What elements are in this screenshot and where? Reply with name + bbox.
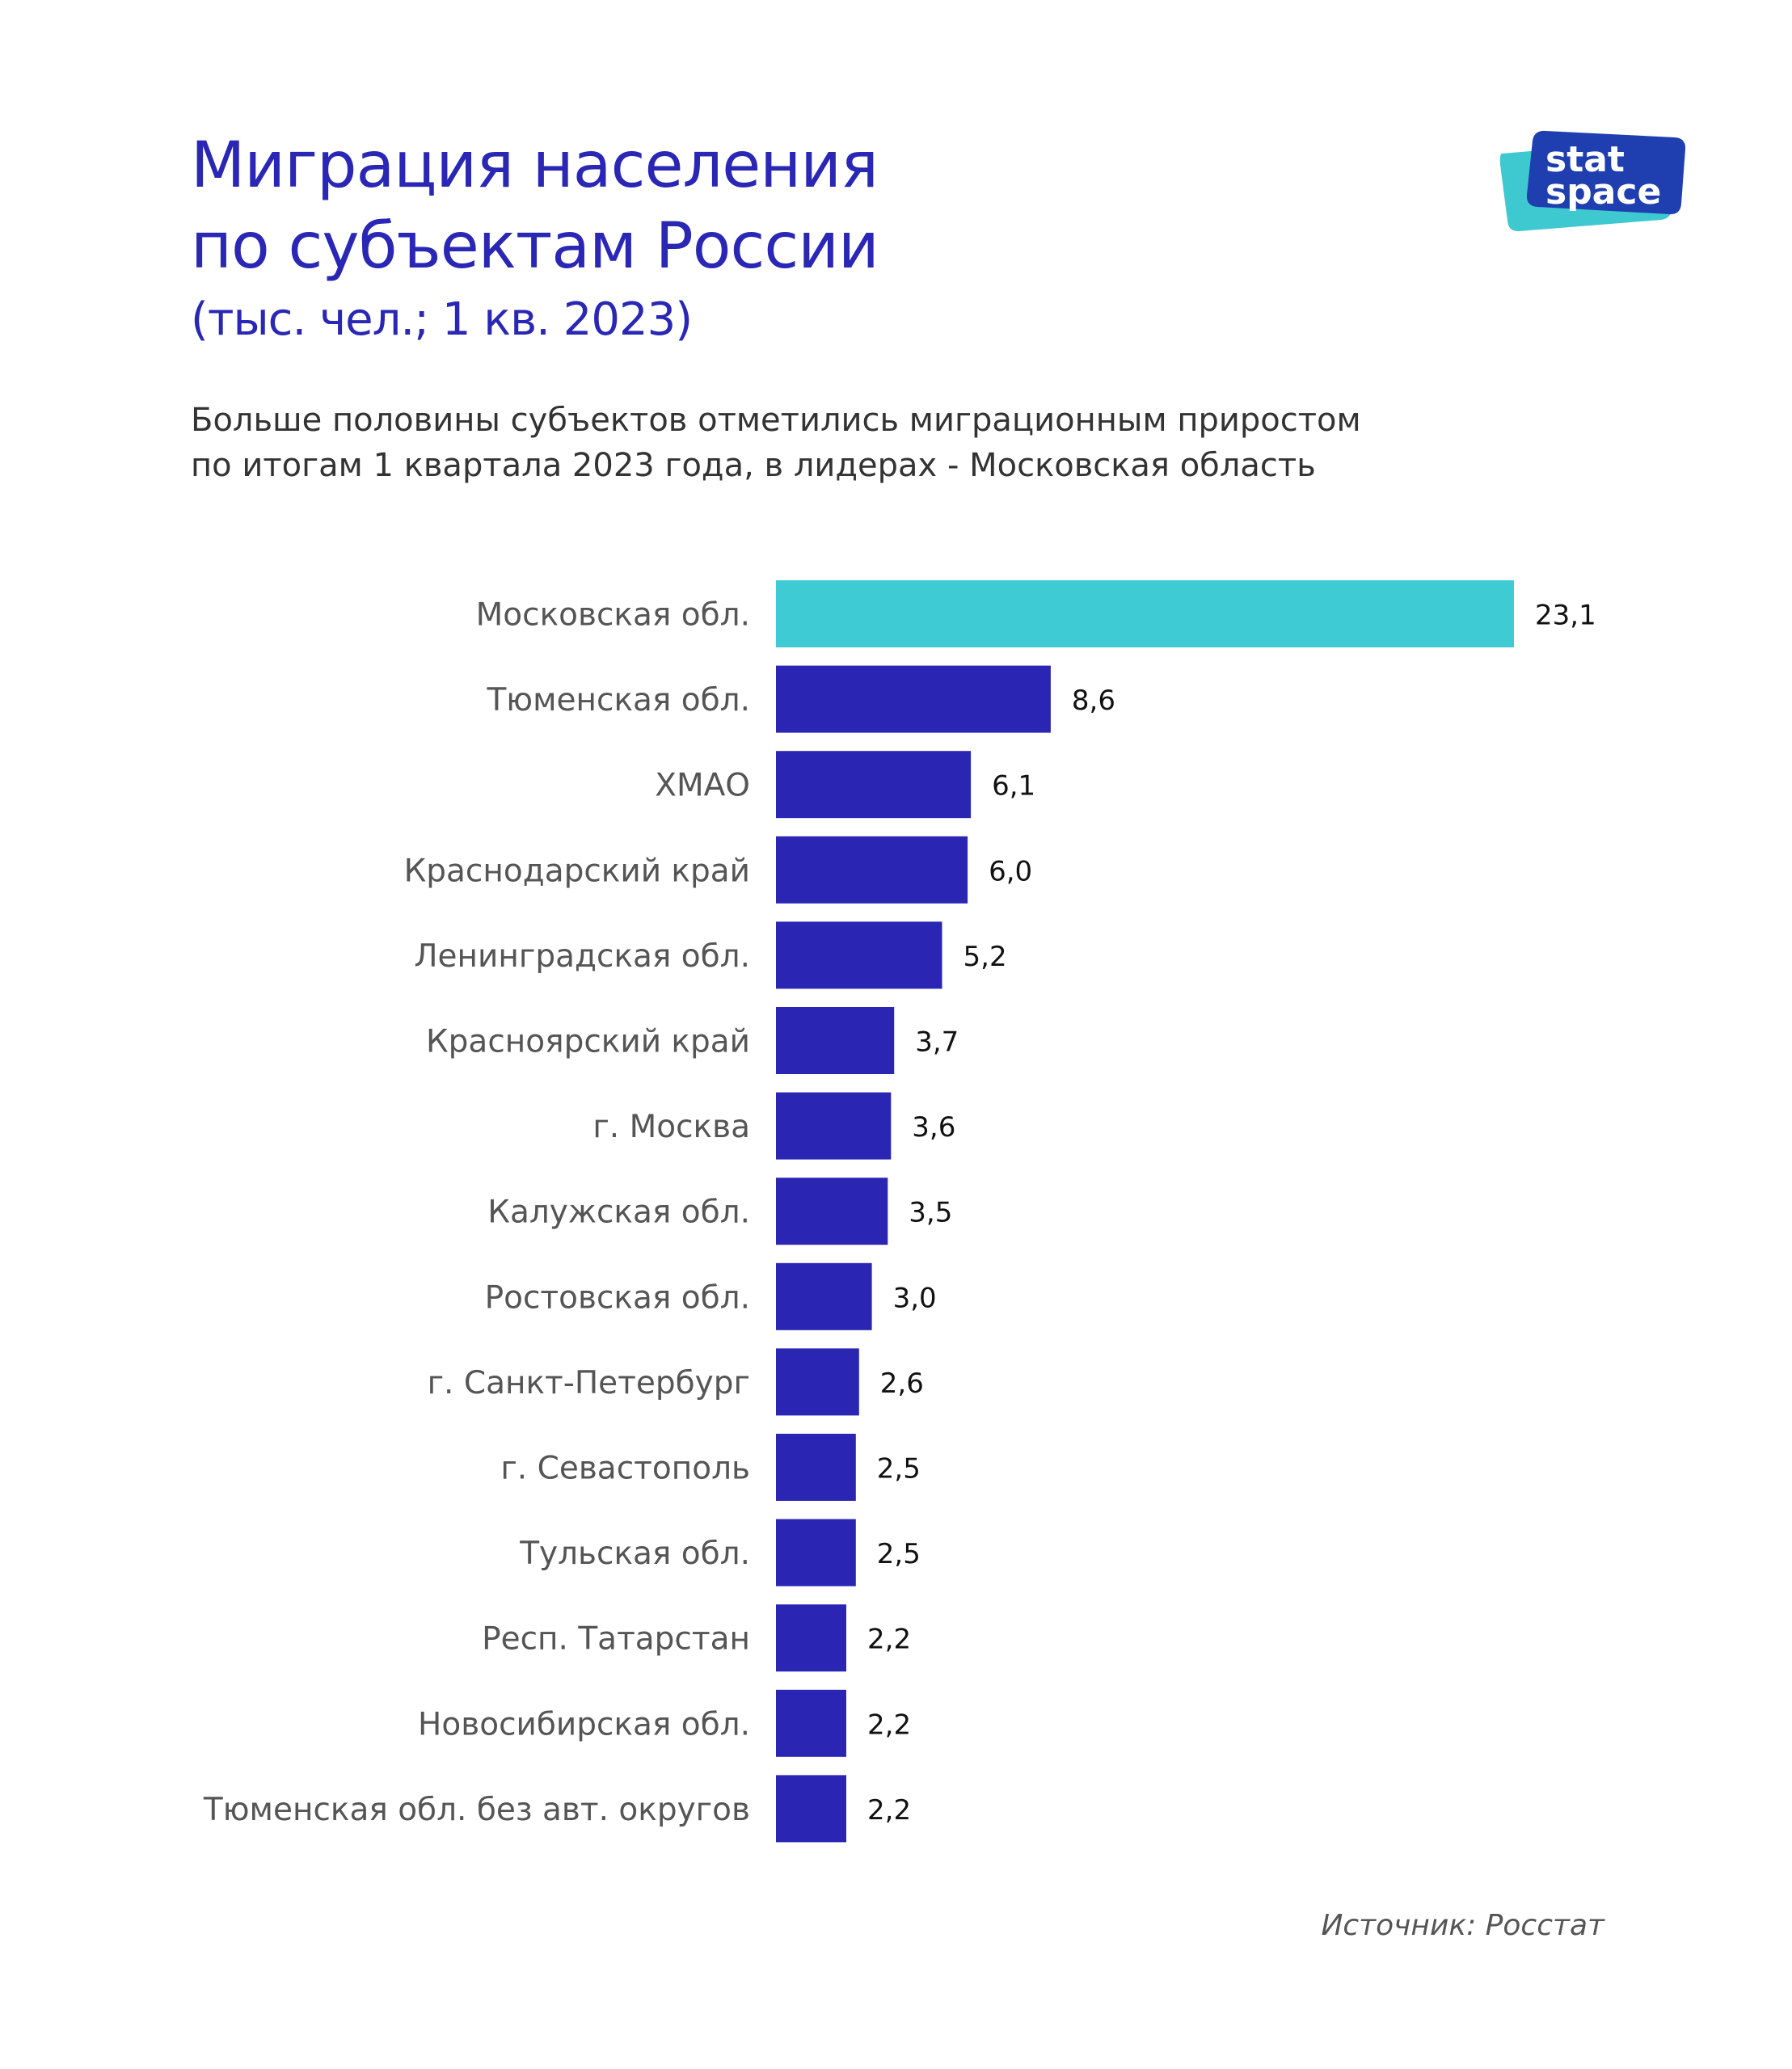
category-label: г. Севастополь — [500, 1451, 750, 1487]
bar-value-label: 2,6 — [880, 1367, 924, 1400]
bar — [776, 1519, 856, 1587]
category-label: г. Санкт-Петербург — [428, 1365, 750, 1401]
chart-title: Миграция населения по субъектам России — [191, 125, 879, 287]
bar — [776, 665, 1051, 733]
statspace-logo: stat space — [1499, 130, 1686, 232]
category-label: ХМАО — [655, 768, 750, 804]
logo-front-shape — [1526, 130, 1686, 215]
bar — [776, 836, 968, 904]
category-label: г. Москва — [592, 1109, 750, 1145]
bar-chart: Московская обл. 23,1 Тюменская обл. 8,6 ХМАО… — [203, 580, 1596, 1843]
category-label: Ростовская обл. — [485, 1279, 750, 1316]
bar — [776, 1007, 895, 1074]
category-label: Ленинградская обл. — [414, 938, 750, 975]
bar-value-label: 6,1 — [992, 770, 1035, 803]
category-label: Тюменская обл. — [486, 682, 750, 718]
lead-line1: Больше половины субъектов отметились миг… — [191, 402, 1361, 439]
category-label: Тульская обл. — [519, 1536, 750, 1572]
bar — [776, 1262, 872, 1330]
bar — [776, 1604, 846, 1672]
bar-value-label: 3,7 — [915, 1026, 959, 1059]
category-label: Красноярский край — [426, 1024, 750, 1060]
bar — [776, 580, 1514, 647]
bar — [776, 1775, 846, 1843]
category-label: Краснодарский край — [404, 853, 750, 889]
bar — [776, 1178, 888, 1245]
bar-value-label: 3,5 — [909, 1197, 952, 1229]
logo-text-stat: stat — [1545, 139, 1625, 180]
category-label: Новосибирская обл. — [418, 1706, 750, 1742]
chart-title-line2: по субъектам России — [191, 210, 879, 283]
logo-text-space: space — [1545, 171, 1661, 213]
bar-value-label: 6,0 — [989, 855, 1032, 887]
bar-value-label: 5,2 — [963, 941, 1007, 973]
bar — [776, 1689, 846, 1757]
bar-value-label: 3,6 — [912, 1111, 955, 1144]
lead-line2: по итогам 1 квартала 2023 года, в лидера… — [191, 447, 1316, 484]
bar-value-label: 2,2 — [867, 1624, 911, 1656]
bar-value-label: 2,5 — [877, 1453, 921, 1485]
category-label: Калужская обл. — [487, 1195, 750, 1231]
bar — [776, 751, 972, 819]
bar — [776, 1348, 859, 1416]
bar-value-label: 3,0 — [893, 1282, 937, 1314]
category-label: Тюменская обл. без авт. округов — [203, 1792, 750, 1828]
bar — [776, 921, 942, 989]
source-note: Источник: Росстат — [1321, 1909, 1604, 1942]
chart-lead-text: Больше половины субъектов отметились миг… — [191, 398, 1361, 488]
bar — [776, 1092, 892, 1160]
category-label: Респ. Татарстан — [482, 1621, 750, 1658]
bar-value-label: 8,6 — [1072, 685, 1115, 717]
chart-title-line1: Миграция населения — [191, 129, 879, 202]
bar-value-label: 23,1 — [1535, 600, 1596, 632]
bar-value-label: 2,2 — [867, 1794, 911, 1827]
bar-value-label: 2,2 — [867, 1709, 911, 1741]
bar-value-label: 2,5 — [877, 1538, 921, 1570]
bar — [776, 1434, 856, 1501]
chart-unit-subtitle: (тыс. чел.; 1 кв. 2023) — [191, 293, 693, 346]
category-label: Московская обл. — [476, 597, 750, 634]
